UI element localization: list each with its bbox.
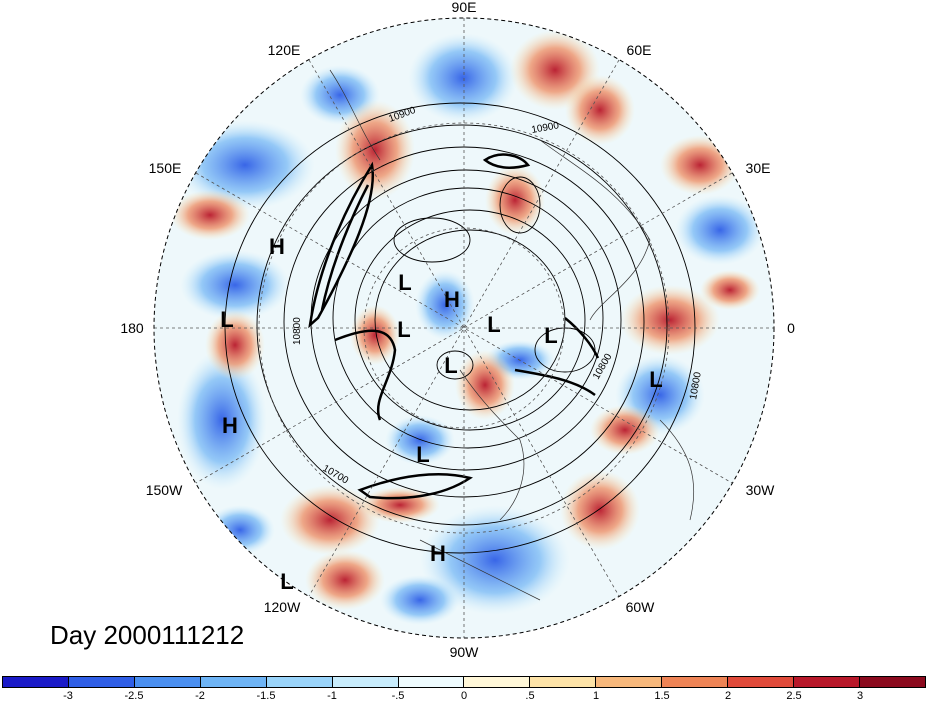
longitude-label-left: 180 — [120, 320, 144, 336]
color-scale-tick-label: 2.5 — [786, 690, 802, 702]
color-scale-tick-label: -.5 — [391, 690, 405, 702]
pressure-center-label: L — [649, 367, 663, 392]
color-scale-swatch — [596, 677, 663, 687]
pressure-center-label: L — [398, 270, 412, 295]
longitude-label-left-upper: 150E — [148, 160, 182, 176]
color-scale-swatch — [662, 677, 729, 687]
color-scale-swatch — [68, 677, 135, 687]
color-scale-swatch — [3, 677, 69, 687]
color-scale-tick-label: -1 — [327, 690, 337, 702]
map-title: Day 2000111212 — [50, 620, 245, 650]
color-scale-swatch — [134, 677, 201, 687]
color-scale-tick-label: -2 — [195, 690, 205, 702]
pressure-center-label: L — [397, 317, 411, 342]
jet-contours — [308, 153, 600, 500]
color-scale-swatch — [728, 677, 795, 687]
contour-label: 10900 — [531, 120, 561, 136]
longitude-label-top-right: 60E — [626, 42, 652, 58]
color-scale-tick-label: 3 — [856, 690, 864, 702]
pressure-center-label: H — [222, 413, 238, 438]
contour-label: 10800 — [292, 317, 303, 345]
pressure-center-label: H — [269, 234, 285, 259]
geopotential-contours — [224, 102, 696, 554]
color-scale-tick-label: 0 — [460, 690, 468, 702]
color-scale-swatch — [530, 677, 597, 687]
color-scale-swatch — [200, 677, 267, 687]
contour-label: 10800 — [688, 371, 704, 401]
longitude-label-bottom-left: 120W — [263, 599, 301, 615]
longitude-label-top-left: 120E — [267, 42, 301, 58]
color-scale-swatch — [398, 677, 465, 687]
color-scale-swatch — [332, 677, 399, 687]
pressure-center-label: H — [430, 541, 446, 566]
coastlines — [329, 69, 695, 601]
color-scale-tick-label: 1.5 — [654, 690, 670, 702]
longitude-label-bottom-right: 60W — [625, 599, 655, 615]
color-scale-swatch — [859, 677, 925, 687]
pressure-center-label: H — [444, 287, 460, 312]
pressure-center-label: L — [444, 353, 458, 378]
longitude-label-bottom: 90W — [449, 644, 479, 660]
color-scale-tick-label: 2 — [724, 690, 732, 702]
longitude-label-top: 90E — [451, 0, 477, 15]
color-scale-tick-label: 1 — [592, 690, 600, 702]
pressure-center-label: L — [487, 312, 501, 337]
color-scale-swatch — [464, 677, 531, 687]
color-scale-bar — [2, 676, 926, 688]
color-scale-tick-label: -1.5 — [256, 690, 276, 702]
graticule — [154, 18, 774, 638]
color-scale-tick-label: -2.5 — [124, 690, 144, 702]
pressure-center-label: L — [220, 307, 234, 332]
anomaly-field — [154, 18, 774, 638]
map-boundary — [153, 17, 775, 639]
longitude-label-left-lower: 150W — [145, 482, 183, 498]
color-scale-swatch — [794, 677, 860, 687]
color-scale-tick-label: .5 — [525, 690, 535, 702]
longitude-label-right: 0 — [787, 320, 795, 336]
color-scale-tick-label: -3 — [63, 690, 73, 702]
pressure-center-label: L — [280, 569, 294, 594]
longitude-label-right-upper: 30E — [745, 160, 771, 176]
pressure-center-label: L — [416, 442, 430, 467]
pressure-center-label: L — [544, 323, 558, 348]
longitude-label-right-lower: 30W — [745, 482, 775, 498]
color-scale-swatch — [266, 677, 333, 687]
